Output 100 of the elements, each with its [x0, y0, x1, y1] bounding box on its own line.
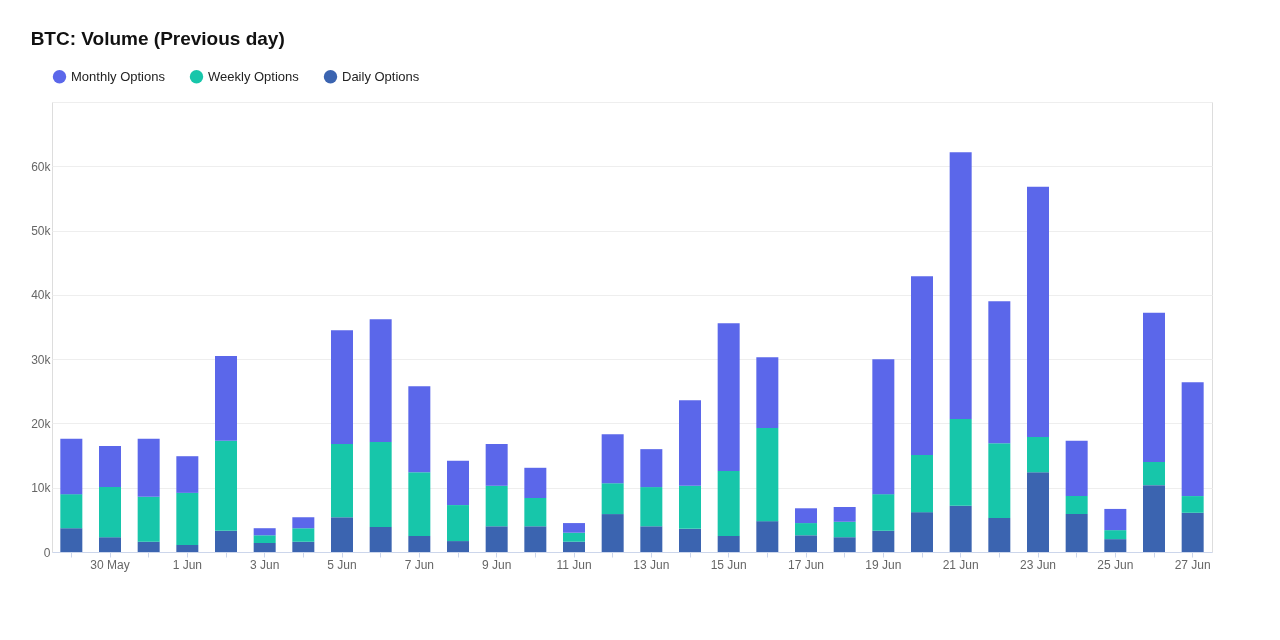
chart-title: BTC: Volume (Previous day)	[30, 28, 285, 49]
bar	[601, 514, 624, 552]
bar	[1143, 312, 1165, 462]
x-tick-label: 5 Jun	[327, 557, 357, 572]
bar	[524, 526, 547, 552]
bar	[1104, 508, 1127, 531]
bar	[331, 444, 353, 518]
bar	[949, 418, 972, 506]
bar	[756, 357, 779, 428]
bar	[215, 355, 237, 441]
bar	[988, 443, 1011, 518]
x-tick-label: 21 Jun	[942, 557, 979, 572]
bar	[563, 523, 585, 533]
y-tick-label: 30k	[31, 352, 52, 367]
bar	[253, 543, 276, 552]
bar	[679, 485, 701, 529]
bar	[640, 449, 663, 488]
bar	[911, 512, 933, 552]
x-tick-label: 7 Jun	[404, 557, 435, 572]
bar	[872, 359, 895, 495]
bar	[137, 438, 160, 497]
x-tick-label: 19 Jun	[865, 557, 902, 572]
bar	[447, 460, 469, 506]
bar	[911, 454, 933, 513]
bar	[408, 472, 431, 536]
bar	[795, 508, 817, 524]
bar	[717, 323, 740, 471]
bar	[1181, 382, 1204, 497]
bar	[60, 438, 83, 495]
bar	[756, 521, 779, 552]
x-tick-label: 15 Jun	[710, 557, 747, 572]
bar	[1065, 514, 1088, 552]
bar	[795, 523, 817, 536]
bar	[717, 535, 740, 552]
bar	[1104, 539, 1127, 552]
bar	[485, 485, 508, 527]
bar	[1027, 436, 1049, 473]
bar	[215, 530, 237, 552]
x-tick-label: 9 Jun	[481, 557, 512, 572]
bar	[408, 535, 431, 552]
y-tick-label: 60k	[31, 159, 52, 174]
bar	[833, 521, 856, 538]
bar	[524, 467, 547, 498]
bar	[99, 537, 121, 552]
bar	[833, 537, 856, 552]
bar	[292, 517, 315, 529]
bar	[988, 301, 1011, 444]
bar	[795, 535, 817, 552]
y-tick-label: 50k	[31, 224, 52, 239]
bar	[1143, 485, 1165, 552]
bar	[137, 496, 160, 542]
x-tick-label: 11 Jun	[556, 557, 592, 572]
bar	[563, 532, 585, 542]
x-tick-label: 27 Jun	[1174, 557, 1211, 572]
bar	[988, 517, 1011, 552]
bar	[1027, 472, 1049, 552]
bar	[1181, 496, 1204, 513]
bar	[911, 276, 933, 455]
y-tick-label: 20k	[31, 416, 52, 431]
bar	[485, 444, 508, 486]
bar	[872, 494, 895, 531]
bar	[640, 526, 663, 552]
bar	[292, 541, 315, 552]
bar	[369, 442, 392, 527]
bar	[137, 541, 160, 552]
legend-label: Monthly Options	[71, 68, 166, 84]
bar	[485, 526, 508, 552]
bar	[949, 505, 972, 552]
bar	[447, 541, 469, 552]
bar	[99, 445, 121, 488]
bar	[253, 528, 276, 536]
bar	[1181, 512, 1204, 552]
bar	[331, 517, 353, 552]
bar	[176, 544, 199, 552]
bar	[292, 528, 315, 542]
bar	[601, 483, 624, 515]
legend-label: Weekly Options	[208, 68, 300, 84]
bar	[524, 498, 547, 527]
bar	[1143, 462, 1165, 486]
bar	[1065, 496, 1088, 515]
bar	[60, 494, 83, 529]
bar	[60, 528, 83, 552]
x-tick-label: 25 Jun	[1097, 557, 1134, 572]
x-tick-label: 30 May	[90, 557, 130, 572]
bar	[717, 471, 740, 536]
y-tick-label: 0	[43, 545, 51, 560]
bar	[563, 541, 585, 552]
bar	[872, 530, 895, 552]
x-tick-label: 13 Jun	[633, 557, 670, 572]
x-tick-label: 17 Jun	[787, 557, 825, 572]
bar	[1027, 186, 1049, 437]
bar	[369, 319, 392, 443]
x-tick-label: 1 Jun	[172, 557, 203, 572]
x-tick-label: 3 Jun	[249, 557, 280, 572]
bar	[1065, 440, 1088, 497]
bar	[215, 440, 237, 531]
legend-label: Daily Options	[342, 68, 420, 84]
bar	[176, 456, 199, 493]
bar	[679, 528, 701, 552]
bar	[833, 507, 856, 522]
